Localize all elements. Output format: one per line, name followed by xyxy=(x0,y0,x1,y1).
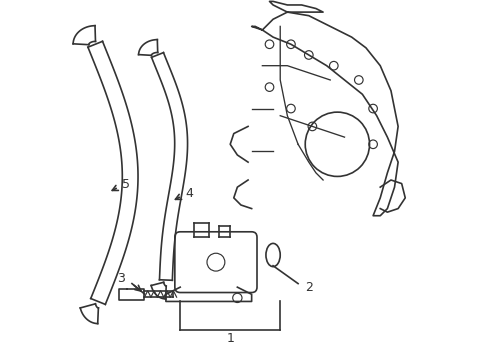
Text: 1: 1 xyxy=(226,333,234,346)
Text: 5: 5 xyxy=(122,178,130,191)
Text: 2: 2 xyxy=(304,281,312,294)
Text: 4: 4 xyxy=(185,187,193,200)
Polygon shape xyxy=(119,289,144,300)
Text: 3: 3 xyxy=(117,272,125,285)
